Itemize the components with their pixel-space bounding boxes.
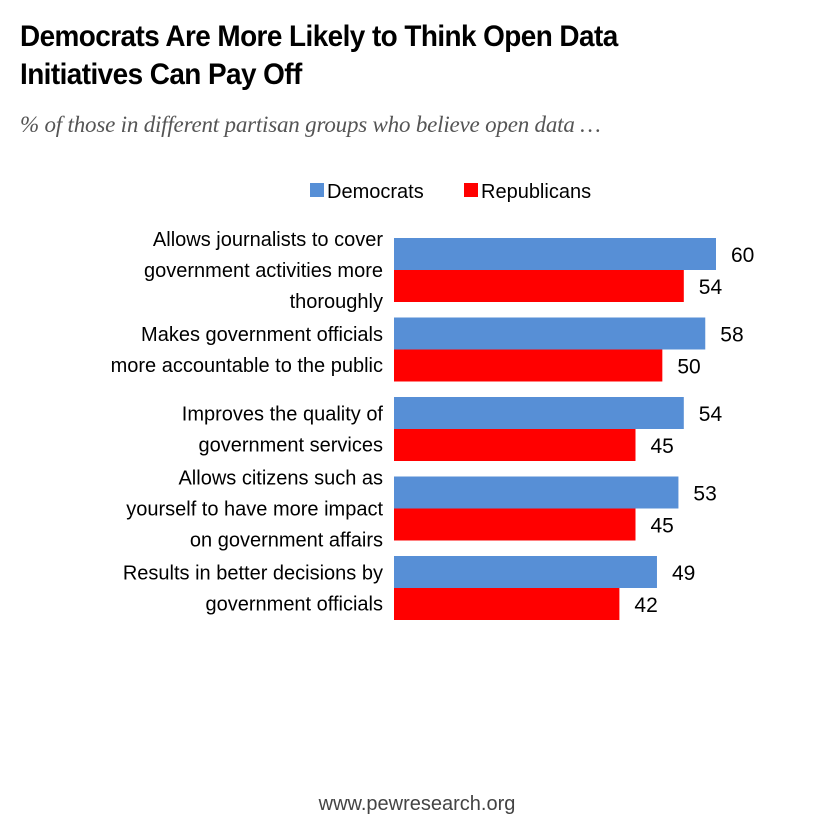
data-label-republicans-2: 45: [651, 435, 674, 458]
bar-group-4: 49 42: [394, 556, 695, 620]
bar-republicans-4: [394, 588, 620, 620]
data-label-democrats-2: 54: [699, 403, 723, 426]
bar-republicans-3: [394, 508, 636, 541]
bar-democrats-3: [394, 476, 679, 509]
data-label-republicans-3: 45: [651, 515, 674, 538]
category-label-4: Results in better decisions by government…: [123, 563, 383, 616]
bar-group-2: 54 45: [394, 397, 722, 461]
category-label-line: Makes government officials: [141, 324, 383, 346]
category-label-line: Allows citizens such as: [178, 468, 383, 490]
bars-group: 60 54 58 50 54 45 53 45 49 42: [394, 238, 754, 620]
legend-label-republicans: Republicans: [481, 181, 591, 203]
legend-item-republicans: Republicans: [464, 181, 591, 203]
category-label-line: government services: [198, 435, 383, 457]
bar-republicans-2: [394, 429, 636, 461]
data-label-republicans-0: 54: [699, 276, 723, 299]
data-label-republicans-4: 42: [634, 594, 657, 617]
legend-swatch-democrats: [310, 183, 324, 197]
category-labels-group: Allows journalists to cover government ac…: [111, 229, 384, 616]
chart-title-line-1: Democrats Are More Likely to Think Open …: [20, 20, 618, 53]
legend-swatch-republicans: [464, 183, 478, 197]
legend-label-democrats: Democrats: [327, 181, 424, 203]
chart-subtitle: % of those in different partisan groups …: [20, 112, 601, 137]
data-label-democrats-0: 60: [731, 244, 754, 267]
category-label-line: yourself to have more impact: [126, 499, 383, 521]
category-label-2: Improves the quality of government servic…: [182, 404, 384, 457]
bar-republicans-1: [394, 349, 663, 382]
data-label-democrats-3: 53: [693, 483, 716, 506]
bar-democrats-1: [394, 317, 706, 350]
category-label-line: thoroughly: [290, 291, 383, 313]
source-footer: www.pewresearch.org: [318, 793, 516, 815]
bar-democrats-4: [394, 556, 657, 588]
category-label-line: Improves the quality of: [182, 404, 384, 426]
bar-democrats-0: [394, 238, 716, 270]
category-label-line: government officials: [206, 594, 384, 616]
bar-republicans-0: [394, 270, 684, 302]
legend: Democrats Republicans: [310, 181, 591, 203]
chart-title-line-2: Initiatives Can Pay Off: [20, 58, 302, 91]
category-label-3: Allows citizens such as yourself to have …: [126, 468, 383, 552]
category-label-0: Allows journalists to cover government ac…: [144, 229, 383, 313]
category-label-line: more accountable to the public: [111, 355, 383, 377]
bar-group-0: 60 54: [394, 238, 754, 302]
bar-group-3: 53 45: [394, 476, 717, 541]
category-label-1: Makes government officials more accountab…: [111, 324, 383, 377]
data-label-democrats-1: 58: [720, 324, 743, 347]
legend-item-democrats: Democrats: [310, 181, 424, 203]
bar-democrats-2: [394, 397, 684, 429]
chart-title: Democrats Are More Likely to Think Open …: [20, 18, 745, 94]
category-label-line: government activities more: [144, 260, 383, 282]
category-label-line: on government affairs: [190, 530, 383, 552]
data-label-democrats-4: 49: [672, 562, 695, 585]
data-label-republicans-1: 50: [677, 356, 700, 379]
category-label-line: Results in better decisions by: [123, 563, 383, 585]
bar-group-1: 58 50: [394, 317, 744, 382]
category-label-line: Allows journalists to cover: [153, 229, 383, 251]
